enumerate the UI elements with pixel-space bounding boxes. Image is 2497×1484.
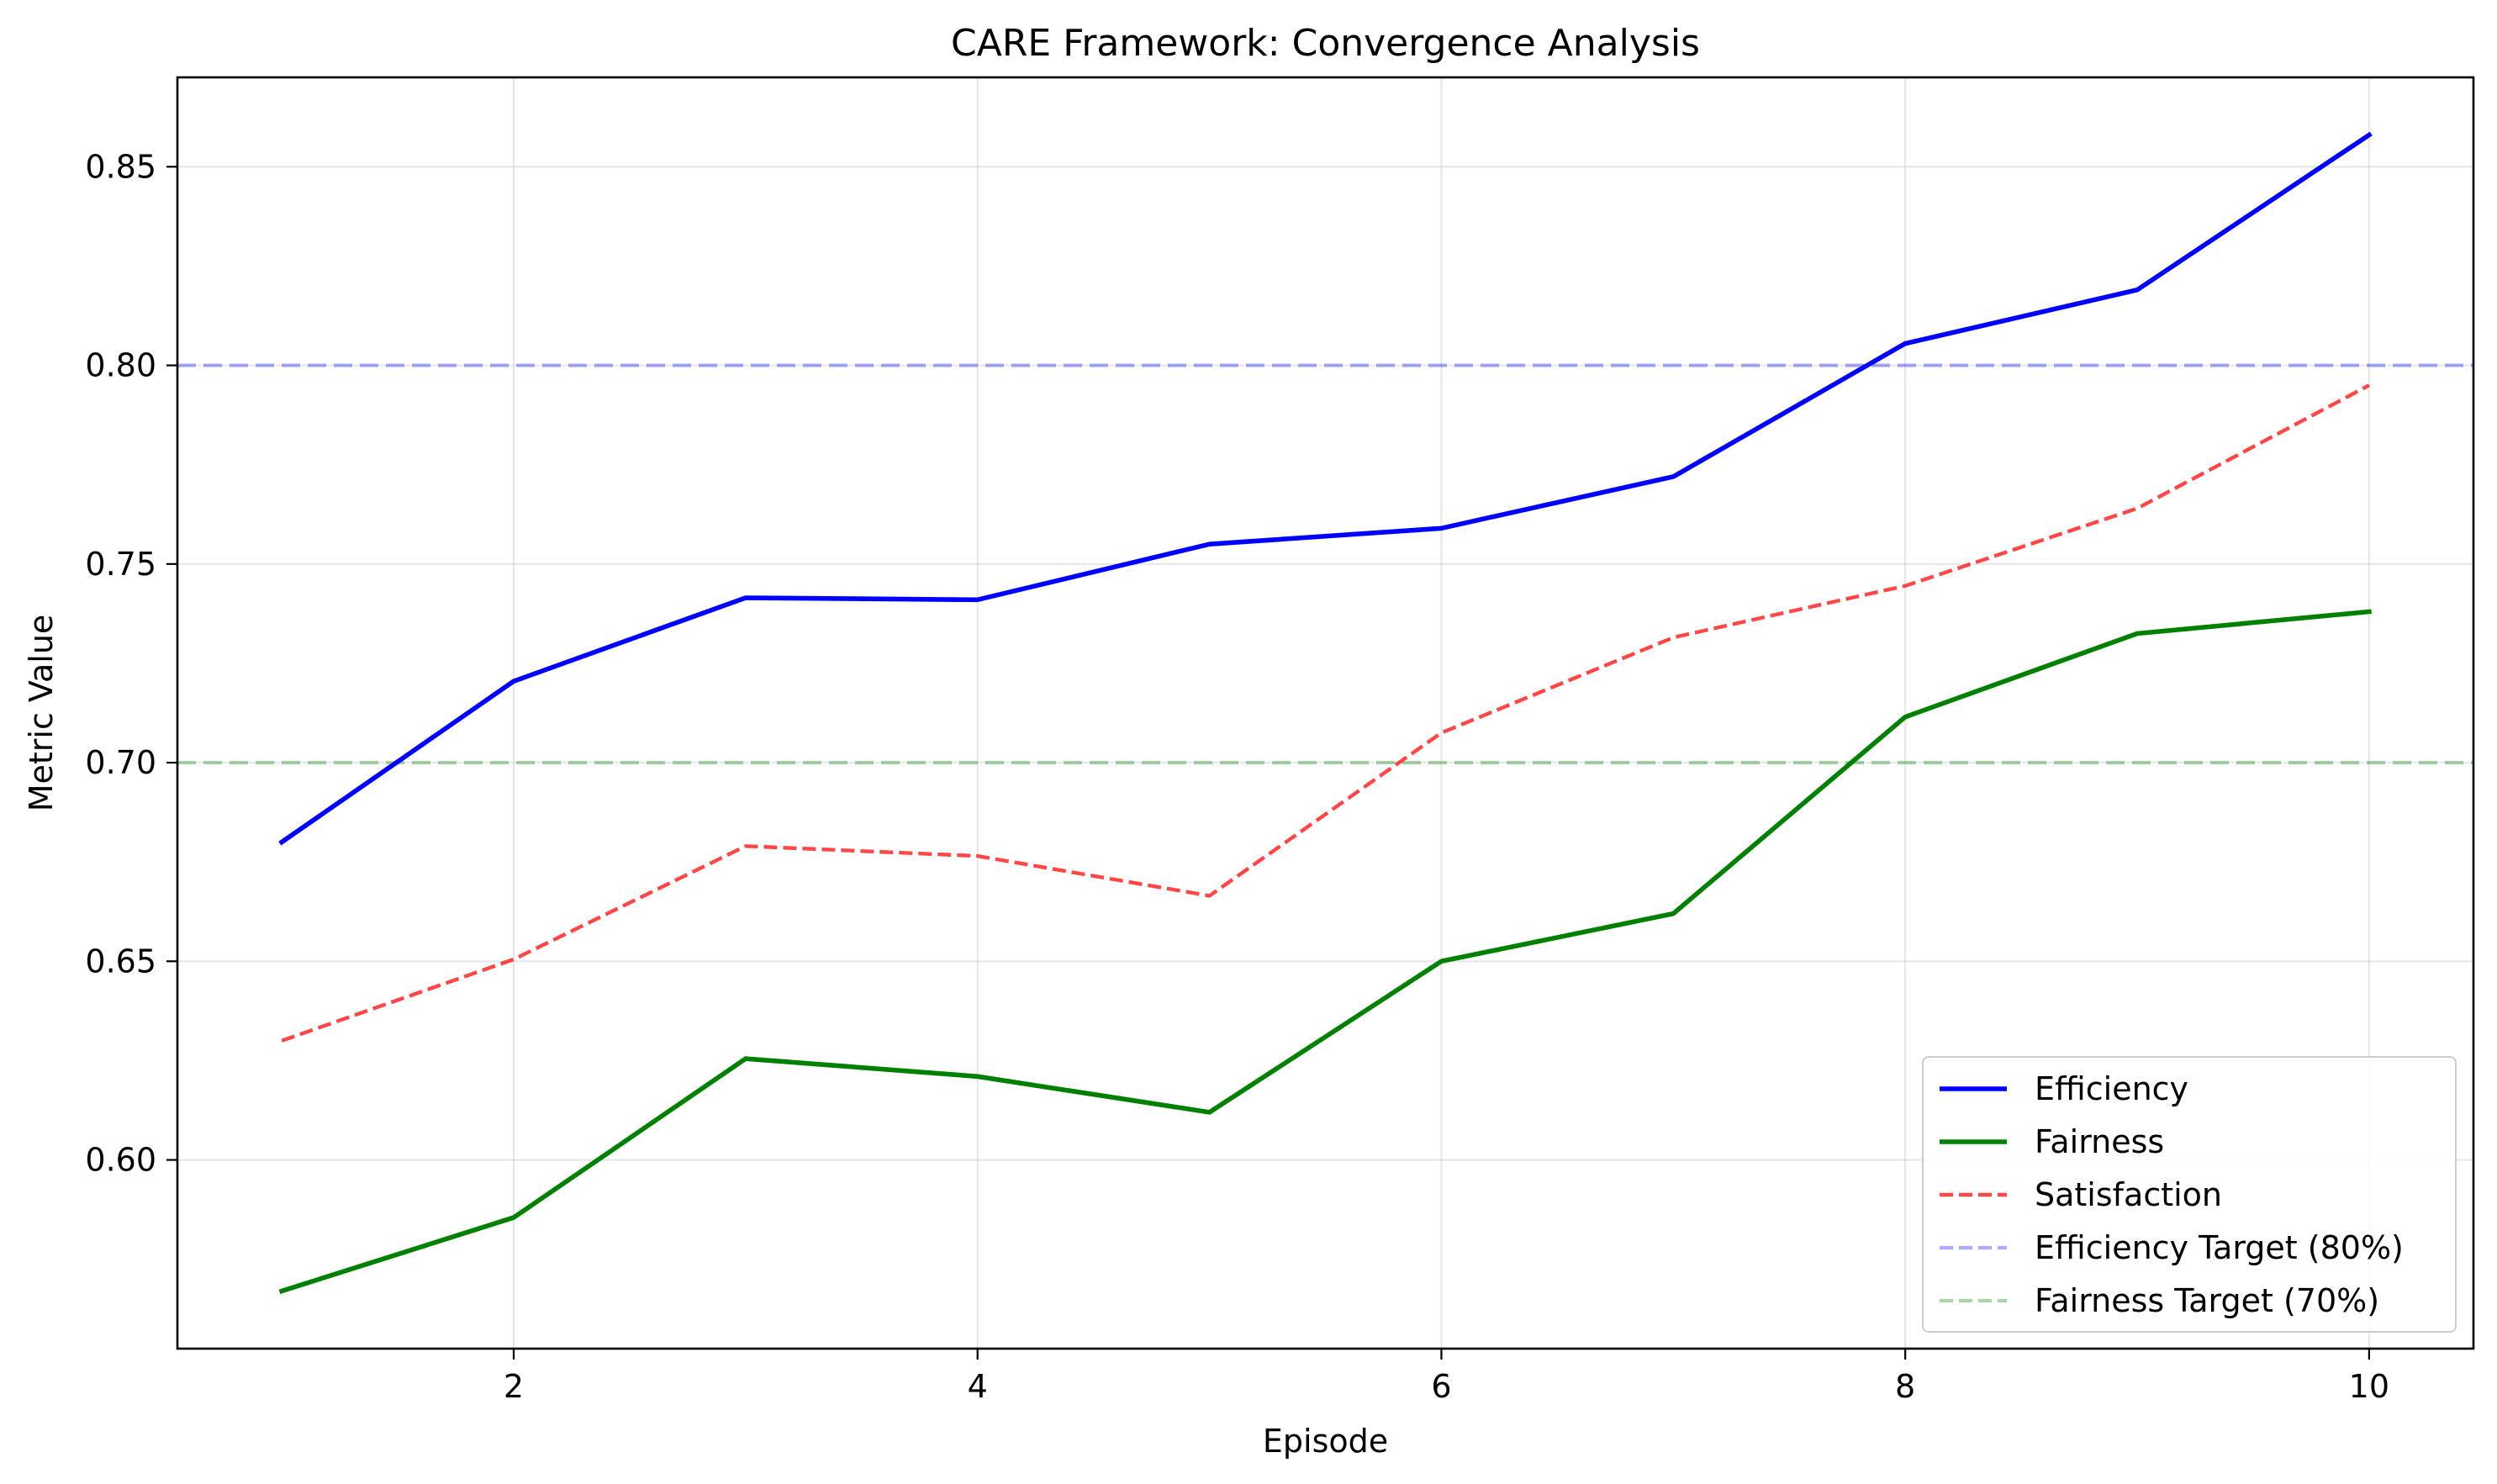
y-tick-label: 0.65 bbox=[85, 943, 156, 980]
legend-label-efficiency: Efficiency bbox=[2035, 1070, 2188, 1107]
legend-label-satisfaction: Satisfaction bbox=[2035, 1176, 2222, 1213]
series-line-satisfaction bbox=[281, 383, 2370, 1043]
x-axis-label: Episode bbox=[1263, 1423, 1388, 1460]
legend-label-efficiency-target-80: Efficiency Target (80%) bbox=[2035, 1229, 2404, 1266]
legend: Efficiency Fairness Satisfaction Efficiency… bbox=[1922, 1056, 2457, 1333]
x-tick-label: 4 bbox=[968, 1368, 988, 1405]
chart-title: CARE Framework: Convergence Analysis bbox=[951, 22, 1700, 65]
y-tick-label: 0.70 bbox=[85, 744, 156, 781]
x-tick-label: 8 bbox=[1895, 1368, 1915, 1405]
x-tick-label: 2 bbox=[504, 1368, 524, 1405]
y-tick-label: 0.80 bbox=[85, 347, 156, 384]
y-tick-label: 0.85 bbox=[85, 148, 156, 185]
y-tick-label: 0.75 bbox=[85, 546, 156, 583]
axis-ticks: 2 4 6 8 10 0.60 0.65 0.70 0.75 0.80 0.85 bbox=[85, 148, 2389, 1405]
series-line-fairness bbox=[278, 609, 2372, 1295]
plot-frame bbox=[176, 76, 2475, 1350]
x-tick-label: 6 bbox=[1431, 1368, 1451, 1405]
reference-lines bbox=[177, 363, 2473, 765]
y-tick-label: 0.60 bbox=[85, 1142, 156, 1179]
series-lines bbox=[278, 131, 2373, 1295]
y-axis-label: Metric Value bbox=[23, 615, 60, 812]
grid bbox=[177, 77, 2473, 1349]
legend-label-fairness: Fairness bbox=[2035, 1123, 2164, 1160]
legend-box bbox=[1922, 1056, 2457, 1333]
legend-label-fairness-target-70: Fairness Target (70%) bbox=[2035, 1282, 2379, 1319]
series-line-efficiency bbox=[278, 131, 2373, 846]
x-tick-label: 10 bbox=[2349, 1368, 2389, 1405]
